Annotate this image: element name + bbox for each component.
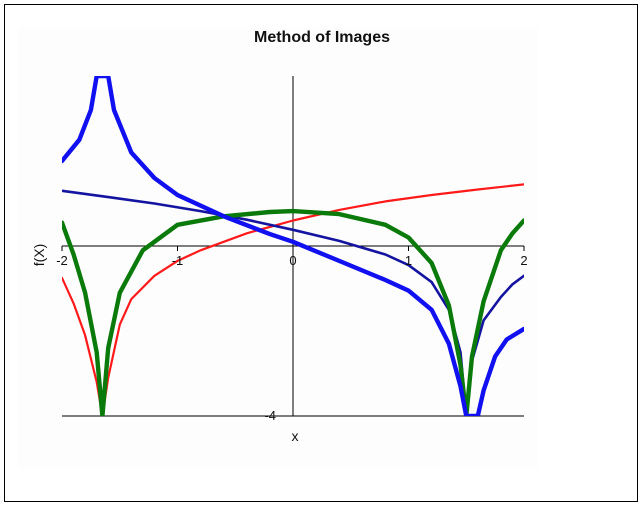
series-layer [62, 76, 524, 416]
chart-title: Method of Images [254, 29, 390, 46]
series-line-1 [62, 183, 524, 416]
series-line-2 [62, 189, 524, 416]
x-tick-label: 1 [405, 253, 412, 268]
y-axis-label: f(X) [31, 244, 47, 267]
x-tick-label: 0 [289, 253, 296, 268]
x-tick-label: -2 [56, 253, 68, 268]
x-axis-label: x [292, 428, 299, 444]
tick-layer: -2 -1 0 1 2 [56, 246, 528, 268]
series-line-4 [62, 76, 524, 416]
series-line-3 [62, 208, 524, 416]
y-tick-label-bottom: -4 [264, 408, 276, 423]
x-tick-label: 2 [520, 253, 527, 268]
x-tick-label: -1 [172, 253, 184, 268]
plot-background [18, 28, 538, 468]
